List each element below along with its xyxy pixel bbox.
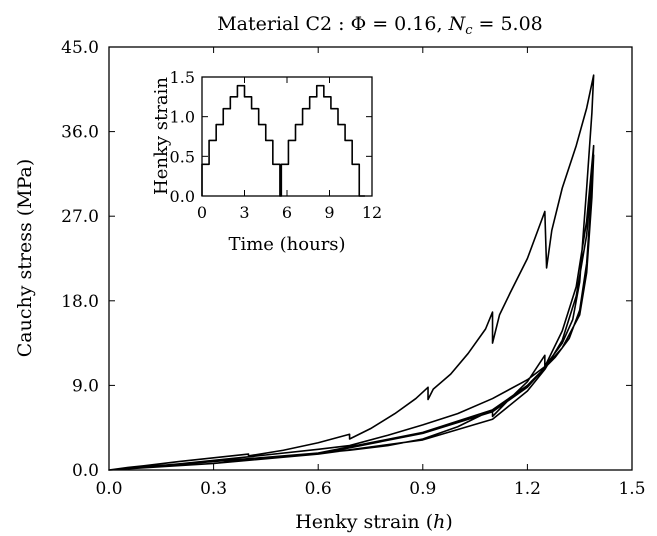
- inset-x-axis-title: Time (hours): [228, 234, 345, 255]
- inset-y-tick-label: 0.5: [170, 147, 195, 166]
- y-axis-title: Cauchy stress (MPa): [14, 159, 36, 358]
- x-tick-label: 0.0: [95, 479, 122, 499]
- y-tick-label: 9.0: [72, 376, 99, 396]
- series-line: [108, 74, 595, 471]
- y-tick-label: 0.0: [72, 461, 99, 481]
- inset-x-tick-label: 0: [197, 203, 207, 222]
- inset-background: [202, 77, 372, 196]
- inset-y-tick-label: 0.0: [170, 187, 195, 206]
- inset-axes: 0 3 6 9 12 0.0 0.5 1.0 1.5: [170, 68, 383, 222]
- inset-x-tick-label: 3: [239, 203, 249, 222]
- x-tick-label: 1.5: [618, 479, 645, 499]
- x-tick-label: 0.3: [200, 479, 227, 499]
- x-tick-label: 0.9: [409, 479, 436, 499]
- y-tick-label: 45.0: [61, 38, 99, 58]
- inset-chart: 0 3 6 9 12 0.0 0.5 1.0 1.5 Time (hours) Henky st…: [151, 68, 382, 255]
- inset-y-axis-title: Henky strain: [151, 77, 172, 195]
- x-tick-label: 0.6: [305, 479, 332, 499]
- main-plot-area: [108, 74, 595, 471]
- y-tick-label: 36.0: [61, 123, 99, 143]
- inset-x-tick-label: 9: [324, 203, 334, 222]
- y-tick-label: 27.0: [61, 207, 99, 227]
- inset-y-tick-label: 1.0: [170, 108, 195, 127]
- inset-y-tick-label: 1.5: [170, 68, 195, 87]
- inset-series-line: [201, 84, 365, 197]
- chart-title: Material C2 : Φ = 0.16, Nc = 5.08: [217, 13, 543, 38]
- y-tick-label: 18.0: [61, 292, 99, 312]
- main-axes: 0.0 0.3 0.6 0.9 1.2 1.5 0.0 9.0 18.0 27.0 36.0 45.0: [61, 38, 645, 499]
- inset-x-tick-label: 6: [282, 203, 292, 222]
- x-axis-title: Henky strain (h): [295, 511, 453, 533]
- x-tick-label: 1.2: [514, 479, 541, 499]
- inset-plot-area: [201, 84, 365, 197]
- inset-x-tick-label: 12: [362, 203, 382, 222]
- plot-frame: [108, 46, 633, 471]
